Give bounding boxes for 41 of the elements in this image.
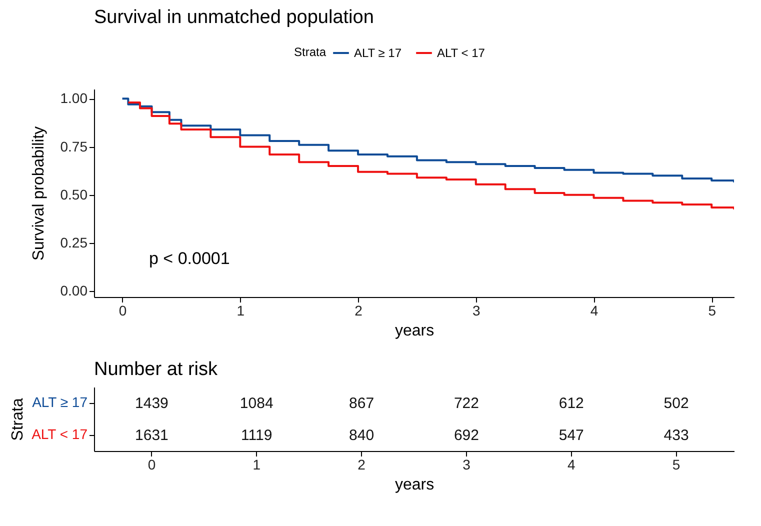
data-label: 1631 bbox=[135, 427, 168, 444]
x-axis-title: years bbox=[394, 322, 434, 340]
legend-label: ALT < 17 bbox=[437, 46, 486, 60]
x-tick-label: 3 bbox=[462, 456, 471, 472]
y-tick-label: 1.00 bbox=[60, 90, 88, 106]
x-tick-label: 2 bbox=[354, 302, 363, 318]
data-label: 692 bbox=[454, 427, 479, 444]
x-tick-label: 0 bbox=[118, 302, 127, 318]
x-axis-title: years bbox=[394, 476, 434, 494]
data-label: 502 bbox=[664, 395, 689, 412]
x-tick-label: 4 bbox=[567, 456, 576, 472]
legend-label: ALT ≥ 17 bbox=[354, 46, 402, 60]
legend-title: Strata bbox=[294, 45, 326, 59]
x-tick-label: 5 bbox=[672, 456, 680, 472]
y-tick-label: ALT ≥ 17 bbox=[32, 394, 88, 410]
data-label: 840 bbox=[349, 427, 374, 444]
x-tick-label: 0 bbox=[148, 456, 156, 472]
data-label: 433 bbox=[664, 427, 689, 444]
y-tick-label: 0.75 bbox=[60, 138, 88, 154]
data-label: 722 bbox=[454, 395, 479, 412]
data-label: 1084 bbox=[240, 395, 274, 412]
y-tick-label: 0.25 bbox=[60, 234, 88, 251]
y-axis-title: Strata bbox=[9, 398, 26, 441]
x-tick-label: 3 bbox=[472, 302, 480, 318]
y-tick-label: 0.50 bbox=[60, 186, 88, 202]
y-tick-label: ALT < 17 bbox=[32, 426, 88, 442]
x-tick-label: 1 bbox=[252, 456, 261, 472]
data-label: 867 bbox=[349, 395, 374, 412]
x-tick-label: 2 bbox=[358, 456, 366, 472]
data-label: 612 bbox=[558, 395, 584, 412]
data-label: 547 bbox=[558, 427, 584, 444]
y-tick-label: 0.00 bbox=[60, 282, 88, 299]
data-label: 1439 bbox=[135, 395, 168, 412]
chart-title: Survival in unmatched population bbox=[94, 7, 374, 28]
annotation: p < 0.0001 bbox=[149, 249, 230, 268]
data-label: 1119 bbox=[241, 427, 272, 444]
chart-title: Number at risk bbox=[94, 359, 218, 380]
x-tick-label: 1 bbox=[236, 302, 245, 318]
x-tick-label: 5 bbox=[708, 302, 716, 318]
x-tick-label: 4 bbox=[590, 302, 598, 318]
y-axis-title: Survival probability bbox=[30, 126, 48, 261]
